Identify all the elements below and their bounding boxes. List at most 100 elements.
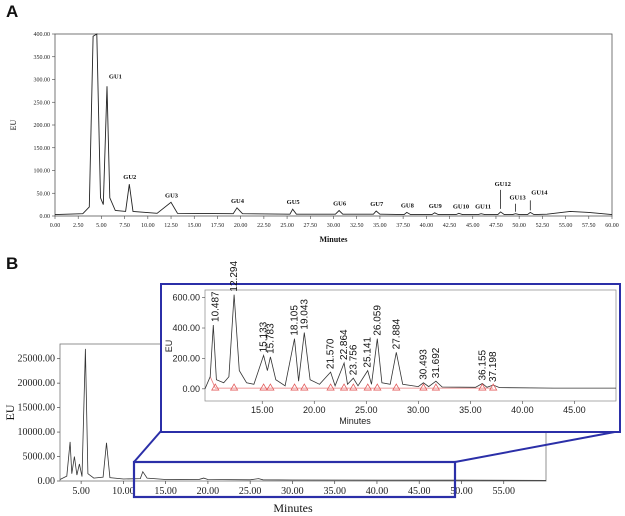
inset-peak-label: 12.294 bbox=[229, 261, 240, 292]
x-tick-label: 0.00 bbox=[50, 223, 61, 229]
y-tick-label: 400.00 bbox=[34, 32, 51, 38]
peak-label: GU14 bbox=[531, 189, 548, 196]
peak-marker-triangle bbox=[478, 383, 487, 391]
x-tick-label: 40.00 bbox=[420, 223, 434, 229]
chromatogram-b: 0.00 5000.00 10000.00 15000.00 20000.00 25000… bbox=[3, 261, 621, 515]
x-tick-label: 47.50 bbox=[489, 223, 503, 229]
peak-label: GU4 bbox=[231, 198, 245, 205]
y-tick-label: 350.00 bbox=[34, 55, 51, 61]
y-axis-title: EU bbox=[9, 119, 18, 130]
peak-marker-triangle bbox=[229, 383, 239, 391]
x-tick-label: 5.00 bbox=[96, 223, 107, 229]
inset-peak-label: 10.487 bbox=[210, 291, 221, 322]
peak-marker-triangle bbox=[489, 383, 498, 391]
x-tick-label: 10.00 bbox=[141, 223, 155, 229]
x-tick-label: 42.50 bbox=[443, 223, 457, 229]
peak-label: GU12 bbox=[495, 181, 511, 188]
inset-peak-label: 18.105 bbox=[290, 305, 301, 336]
peak-marker-triangle bbox=[363, 383, 372, 391]
peak-marker-triangle bbox=[300, 383, 309, 391]
x-tick-label: 2.50 bbox=[73, 223, 84, 229]
x-tick-label: 27.50 bbox=[304, 223, 318, 229]
peak-marker-triangle bbox=[266, 383, 275, 391]
peak-label: GU11 bbox=[475, 204, 491, 211]
chromatogram-trace-b bbox=[59, 348, 547, 481]
y-tick-label: 150.00 bbox=[34, 146, 51, 152]
peak-marker-triangle bbox=[392, 383, 401, 391]
chromatogram-a: 0.00 50.00 100.00 150.00 200.00 250.00 300.00 3… bbox=[9, 32, 619, 244]
peak-marker-triangle bbox=[290, 383, 299, 391]
y-tick-label: 250.00 bbox=[34, 100, 51, 106]
x-tick-label: 32.50 bbox=[350, 223, 364, 229]
inset-x-axis-title: Minutes bbox=[339, 416, 371, 426]
peak-label: GU10 bbox=[453, 203, 469, 210]
x-tick-label: 35.00 bbox=[323, 486, 346, 497]
x-tick-label: 20.00 bbox=[197, 486, 220, 497]
inset-y-tick-label: 400.00 bbox=[172, 323, 200, 333]
y-tick-label: 200.00 bbox=[34, 123, 51, 129]
peak-marker-triangle bbox=[326, 383, 335, 391]
x-tick-label: 15.00 bbox=[188, 223, 202, 229]
inset-y-tick-label: 200.00 bbox=[172, 353, 200, 363]
inset-x-tick-label: 45.00 bbox=[563, 405, 586, 415]
peak-label: GU13 bbox=[509, 195, 526, 202]
x-tick-label: 15.00 bbox=[154, 486, 177, 497]
inset-y-tick-label: 0.00 bbox=[182, 384, 200, 394]
inset-x-tick-label: 35.00 bbox=[459, 405, 482, 415]
x-tick-label: 10.00 bbox=[112, 486, 135, 497]
x-axis-title: Minutes bbox=[273, 501, 313, 515]
y-tick-label: 25000.00 bbox=[18, 354, 56, 365]
y-tick-label: 300.00 bbox=[34, 78, 51, 84]
x-tick-label: 25.00 bbox=[280, 223, 294, 229]
peak-label: GU7 bbox=[370, 201, 384, 208]
peak-marker-triangle bbox=[431, 383, 441, 391]
x-tick-label: 50.00 bbox=[450, 486, 473, 497]
inset-x-tick-label: 30.00 bbox=[407, 405, 430, 415]
inset-peak-label: 27.884 bbox=[391, 318, 402, 349]
peak-label: GU1 bbox=[109, 73, 122, 80]
x-tick-label: 60.00 bbox=[605, 223, 619, 229]
peak-label: GU9 bbox=[429, 203, 443, 210]
plot-frame-a bbox=[54, 33, 613, 217]
x-tick-label: 55.00 bbox=[559, 223, 573, 229]
inset-peak-label: 22.864 bbox=[339, 329, 350, 360]
inset-plot-frame bbox=[204, 289, 617, 402]
x-tick-label: 7.50 bbox=[119, 223, 130, 229]
x-axis-title: Minutes bbox=[320, 235, 348, 244]
inset-peak-label: 21.570 bbox=[326, 338, 337, 369]
zoom-highlight-box bbox=[132, 460, 457, 499]
inset-y-tick-label: 600.00 bbox=[172, 293, 200, 303]
y-axis-title: EU bbox=[3, 404, 17, 420]
inset-x-tick-label: 20.00 bbox=[303, 405, 326, 415]
peak-marker-triangle bbox=[211, 383, 220, 391]
x-tick-label: 37.50 bbox=[396, 223, 410, 229]
x-tick-label: 25.00 bbox=[239, 486, 262, 497]
inset-x-tick-label: 40.00 bbox=[511, 405, 534, 415]
y-tick-label: 50.00 bbox=[37, 191, 51, 197]
y-tick-label: 100.00 bbox=[34, 169, 51, 175]
peak-label: GU3 bbox=[165, 192, 179, 199]
inset-peak-label: 23.756 bbox=[348, 344, 359, 375]
peak-marker-triangle bbox=[349, 383, 358, 391]
peak-label: GU8 bbox=[401, 202, 415, 209]
y-tick-label: 15000.00 bbox=[18, 403, 56, 414]
inset-peak-label: 26.059 bbox=[372, 305, 383, 336]
panel-letter-b: B bbox=[6, 254, 19, 273]
y-tick-label: 0.00 bbox=[40, 214, 51, 220]
chromatogram-trace-a bbox=[54, 33, 613, 216]
zoom-connector-left bbox=[133, 430, 162, 463]
inset-peak-label: 36.155 bbox=[477, 349, 488, 380]
x-tick-label: 5.00 bbox=[72, 486, 90, 497]
inset-x-tick-label: 25.00 bbox=[355, 405, 378, 415]
x-tick-label: 57.50 bbox=[582, 223, 596, 229]
inset-peak-label: 19.043 bbox=[299, 299, 310, 330]
peak-marker-triangle bbox=[259, 383, 268, 391]
x-tick-label: 12.50 bbox=[164, 223, 178, 229]
inset-peak-label: 25.141 bbox=[363, 337, 374, 368]
inset-peak-label: 15.133 bbox=[259, 321, 270, 352]
inset-trace bbox=[204, 294, 616, 389]
peak-label: GU6 bbox=[333, 201, 347, 208]
panel-letter-a: A bbox=[6, 2, 19, 21]
x-tick-label: 55.00 bbox=[492, 486, 515, 497]
